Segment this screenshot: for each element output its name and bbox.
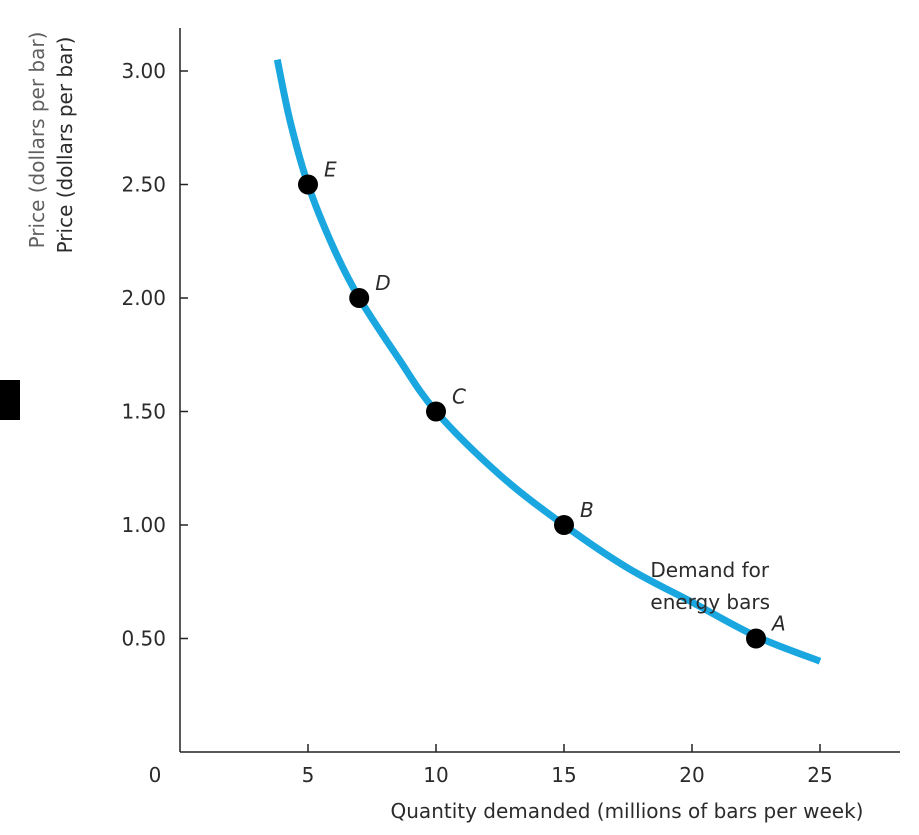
- x-axis-title: Quantity demanded (millions of bars per …: [391, 799, 864, 823]
- ticks: 0.50 1.00 1.50 2.00 2.50 3.00 0 5 10 15 20 25: [121, 59, 832, 787]
- y-tick-label: 0.50: [121, 627, 166, 651]
- curve-annotation-line-2: energy bars: [650, 590, 770, 614]
- x-tick-label: 25: [807, 763, 832, 787]
- curve-annotation-line-1: Demand for: [650, 558, 769, 582]
- y-axis-title: Price (dollars per bar): [53, 37, 77, 254]
- x-tick-label: 5: [302, 763, 315, 787]
- x-tick-label: 20: [679, 763, 704, 787]
- y-tick-label: 2.00: [121, 286, 166, 310]
- x-tick-label: 15: [551, 763, 576, 787]
- point-label-a: A: [770, 612, 786, 636]
- point-label-c: C: [452, 385, 466, 409]
- point-label-b: B: [580, 498, 594, 522]
- point-c: [426, 401, 446, 422]
- data-points: A B C D E: [298, 158, 786, 649]
- point-e: [298, 174, 318, 195]
- y-tick-label: 1.50: [121, 400, 166, 424]
- point-b: [554, 515, 574, 535]
- point-d: [349, 288, 370, 308]
- y-tick-label: 2.50: [121, 173, 166, 197]
- axes: [179, 28, 900, 753]
- point-a: [746, 628, 766, 649]
- left-edge-mark: [0, 380, 20, 420]
- point-label-e: E: [324, 158, 337, 182]
- x-tick-label: 0: [149, 763, 162, 787]
- y-axis-title-ghost: Price (dollars per bar): [25, 32, 49, 249]
- x-tick-label: 10: [423, 763, 448, 787]
- y-tick-label: 1.00: [121, 513, 166, 537]
- y-tick-label: 3.00: [121, 59, 166, 83]
- point-label-d: D: [375, 271, 390, 295]
